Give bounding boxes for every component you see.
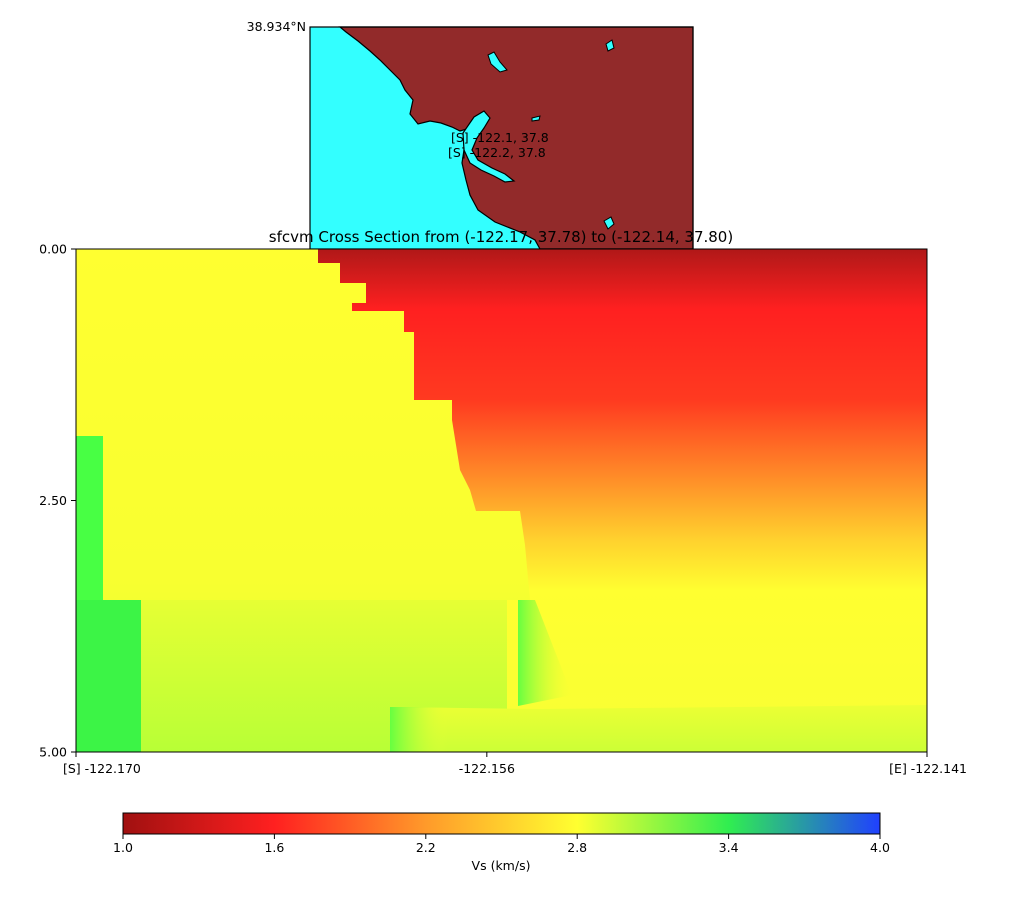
colorbar-label: Vs (km/s)	[472, 858, 531, 873]
x-axis: [S] -122.170 -122.156 [E] -122.141	[63, 752, 967, 776]
map-point-label-2: [S] -122.2, 37.8	[448, 145, 546, 160]
y-axis: 0.00 2.50 5.00	[39, 242, 76, 760]
x-tick-label: -122.156	[459, 761, 515, 776]
chart-title: sfcvm Cross Section from (-122.17, 37.78…	[269, 228, 733, 246]
bottom-layer	[390, 705, 927, 752]
colorbar-tick-label: 2.8	[567, 840, 587, 855]
plot-area	[76, 249, 927, 752]
y-tick-label: 5.00	[39, 745, 67, 760]
map-point-label-1: [S] -122.1, 37.8	[451, 130, 549, 145]
lake-3	[603, 216, 615, 230]
x-tick-label: [E] -122.141	[889, 761, 967, 776]
lake-1	[487, 51, 508, 73]
bottom-wedge	[390, 707, 448, 752]
map-lat-label: 38.934°N	[247, 19, 306, 34]
lake-4	[531, 115, 541, 122]
lake-2	[605, 39, 615, 52]
colorbar-tick-label: 2.2	[416, 840, 436, 855]
colorbar-tick-label: 4.0	[870, 840, 890, 855]
colorbar-ticks: 1.0 1.6 2.2 2.8 3.4 4.0	[113, 834, 890, 855]
high-velocity-block	[76, 600, 141, 752]
colorbar-tick-label: 3.4	[719, 840, 739, 855]
x-tick-label: [S] -122.170	[63, 761, 141, 776]
inset-map: 38.934°N [S] -122.1, 37.8 [S] -122.2, 37…	[247, 19, 694, 250]
y-tick-label: 0.00	[39, 242, 67, 257]
y-tick-label: 2.50	[39, 493, 67, 508]
transition-wedge	[518, 600, 572, 706]
colorbar-tick-label: 1.0	[113, 840, 133, 855]
bay-water	[462, 110, 516, 183]
colorbar: 1.0 1.6 2.2 2.8 3.4 4.0 Vs (km/s)	[113, 812, 890, 873]
colorbar-gradient	[122, 812, 881, 835]
colorbar-tick-label: 1.6	[264, 840, 284, 855]
